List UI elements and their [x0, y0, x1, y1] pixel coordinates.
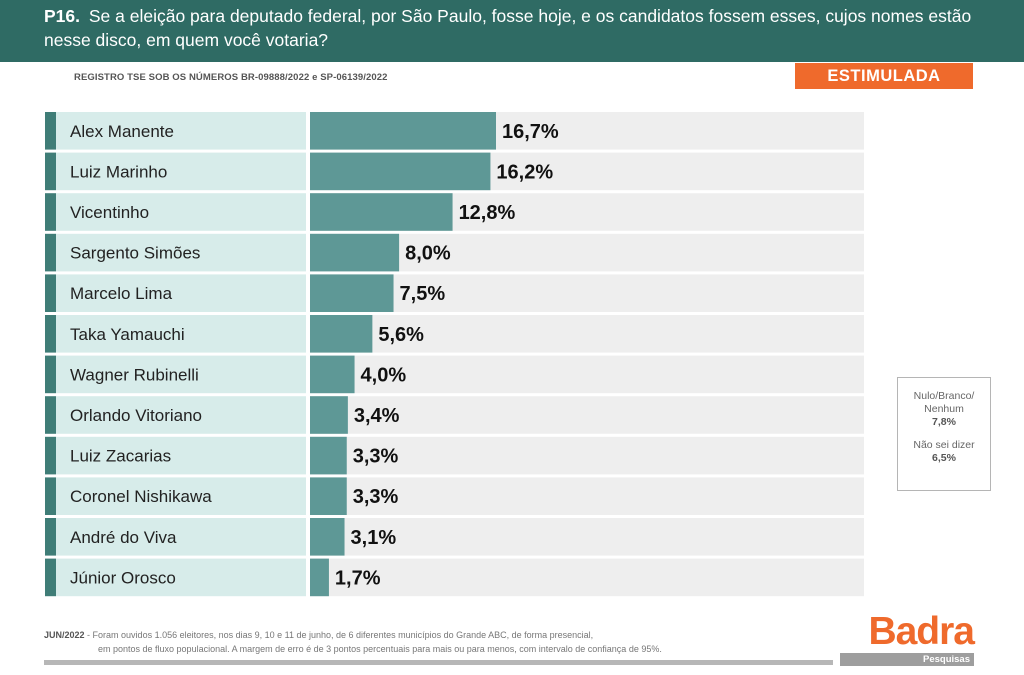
bar	[310, 315, 373, 353]
bar-track	[310, 558, 864, 597]
value-label: 3,4%	[354, 405, 400, 427]
row-label-bg	[56, 112, 306, 150]
row-accent	[45, 436, 56, 475]
footer-divider	[44, 660, 833, 665]
bar-track	[310, 233, 864, 272]
bar-track	[310, 436, 864, 475]
bar-track	[310, 477, 864, 515]
row-label-bg	[56, 436, 306, 475]
bar	[310, 518, 345, 556]
category-label: Coronel Nishikawa	[70, 487, 212, 506]
category-label: Alex Manente	[70, 122, 174, 141]
value-label: 8,0%	[405, 243, 451, 265]
bar	[310, 477, 347, 515]
row-accent	[45, 152, 56, 191]
row-accent	[45, 274, 56, 312]
value-label: 1,7%	[335, 567, 381, 589]
row-accent	[45, 477, 56, 515]
row-label-bg	[56, 233, 306, 272]
naosei-value: 6,5%	[932, 452, 956, 464]
row-label-bg	[56, 315, 306, 353]
logo-brand: Badra	[868, 610, 975, 653]
bar-track	[310, 396, 864, 434]
row-accent	[45, 396, 56, 434]
value-label: 16,7%	[502, 121, 559, 143]
category-label: Orlando Vitoriano	[70, 406, 202, 425]
value-label: 3,3%	[353, 446, 399, 468]
bar	[310, 355, 355, 394]
row-accent	[45, 112, 56, 150]
estimulada-badge: ESTIMULADA	[795, 63, 973, 89]
row-accent	[45, 558, 56, 597]
value-label: 4,0%	[361, 364, 407, 386]
category-label: Vicentinho	[70, 203, 149, 222]
bar-track	[310, 518, 864, 556]
category-label: Marcelo Lima	[70, 284, 173, 303]
registro-tse: REGISTRO TSE SOB OS NÚMEROS BR-09888/202…	[74, 72, 388, 83]
row-label-bg	[56, 396, 306, 434]
survey-date: JUN/2022	[44, 630, 85, 640]
question-text: Se a eleição para deputado federal, por …	[44, 6, 972, 50]
question-header: P16. Se a eleição para deputado federal,…	[0, 0, 1024, 62]
value-label: 3,3%	[353, 486, 399, 508]
category-label: Luiz Marinho	[70, 162, 167, 181]
row-accent	[45, 518, 56, 556]
bar-track	[310, 355, 864, 394]
category-label: Taka Yamauchi	[70, 325, 185, 344]
logo-subtitle: Pesquisas	[840, 653, 974, 666]
bar	[310, 558, 329, 597]
category-label: André do Viva	[70, 528, 177, 547]
value-label: 7,5%	[400, 283, 446, 305]
row-label-bg	[56, 152, 306, 191]
bar	[310, 112, 496, 150]
category-label: Wagner Rubinelli	[70, 365, 199, 384]
row-label-bg	[56, 477, 306, 515]
naosei-label: Não sei dizer	[913, 439, 975, 451]
methodology-line-1: - Foram ouvidos 1.056 eleitores, nos dia…	[87, 630, 594, 640]
bar-track	[310, 315, 864, 353]
bar	[310, 152, 491, 191]
value-label: 12,8%	[459, 202, 516, 224]
badra-logo: Badra Pesquisas	[840, 610, 975, 668]
bar	[310, 193, 453, 231]
category-label: Luiz Zacarias	[70, 447, 171, 466]
value-label: 5,6%	[378, 324, 424, 346]
bar	[310, 274, 394, 312]
nulo-value: 7,8%	[932, 416, 956, 428]
row-accent	[45, 315, 56, 353]
row-label-bg	[56, 355, 306, 394]
row-label-bg	[56, 518, 306, 556]
row-accent	[45, 355, 56, 394]
bar	[310, 436, 347, 475]
bar	[310, 396, 348, 434]
bar-track	[310, 274, 864, 312]
row-accent	[45, 193, 56, 231]
category-label: Júnior Orosco	[70, 568, 176, 587]
value-label: 3,1%	[351, 527, 397, 549]
row-label-bg	[56, 193, 306, 231]
bar	[310, 233, 400, 272]
row-label-bg	[56, 558, 306, 597]
category-label: Sargento Simões	[70, 244, 200, 263]
row-label-bg	[56, 274, 306, 312]
question-number: P16.	[44, 6, 80, 26]
methodology-line-2: em pontos de fluxo populacional. A marge…	[98, 644, 662, 654]
other-responses-box: Nulo/Branco/ Nenhum 7,8% Não sei dizer 6…	[897, 377, 991, 491]
value-label: 16,2%	[496, 161, 553, 183]
row-accent	[45, 233, 56, 272]
methodology-note: JUN/2022 - Foram ouvidos 1.056 eleitores…	[44, 628, 662, 656]
nulo-label: Nulo/Branco/ Nenhum	[913, 390, 975, 415]
